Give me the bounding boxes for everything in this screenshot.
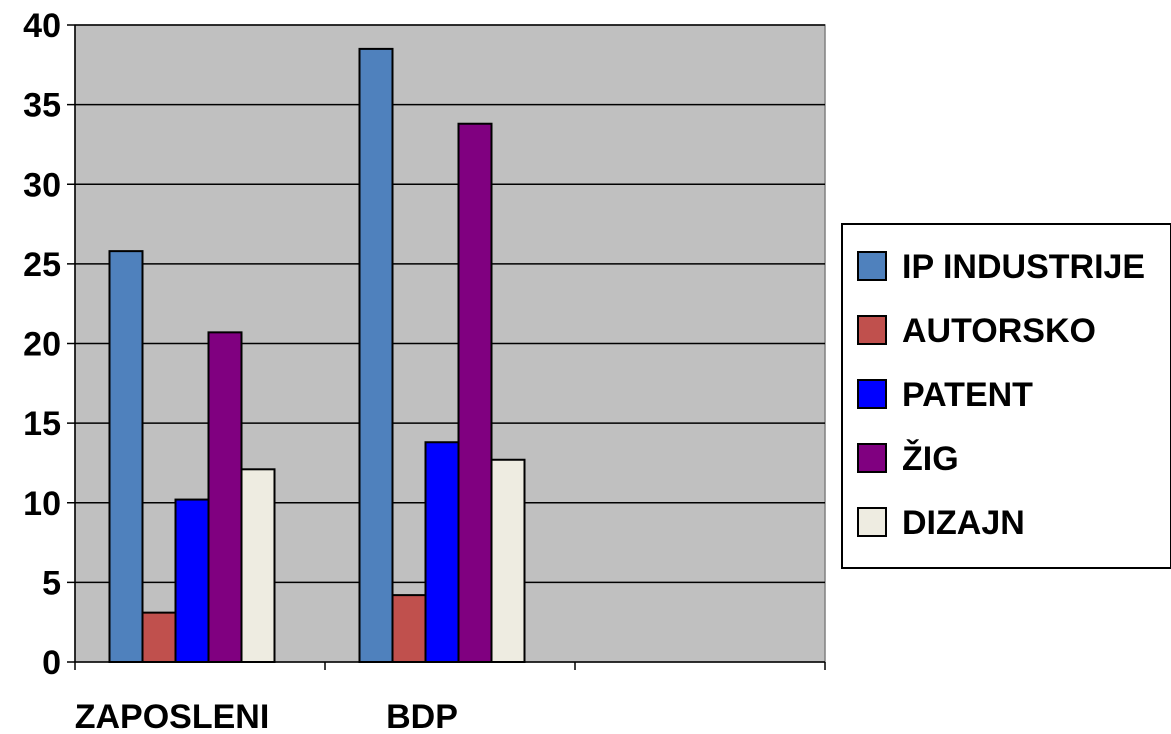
bar-bdp-patent <box>424 441 460 663</box>
legend-swatch-patent <box>857 379 887 409</box>
x-tick-label-zaposleni: ZAPOSLENI <box>75 698 270 734</box>
bar-zaposleni-autorsko <box>141 611 177 664</box>
bar-bdp-dizajn <box>490 458 526 663</box>
x-tick-label-bdp: BDP <box>386 698 458 734</box>
bar-bdp-ip-industrije <box>358 47 394 663</box>
legend-label-ip-industrije: IP INDUSTRIJE <box>902 248 1145 286</box>
y-tick-label-35: 35 <box>23 87 61 125</box>
bar-bdp-autorsko <box>391 594 427 663</box>
legend-swatch-autorsko <box>857 315 887 345</box>
legend-label-dizajn: DIZAJN <box>902 504 1025 542</box>
y-tick-label-30: 30 <box>23 166 61 204</box>
legend-swatch-dizajn <box>857 507 887 537</box>
bar-bdp-zig <box>457 122 493 664</box>
y-tick-label-15: 15 <box>23 405 61 443</box>
legend-swatch-zig <box>857 443 887 473</box>
legend-label-zig: ŽIG <box>902 440 959 478</box>
bar-zaposleni-ip-industrije <box>108 250 144 663</box>
legend-label-patent: PATENT <box>902 376 1033 414</box>
y-tick-label-40: 40 <box>23 7 61 45</box>
legend-box <box>841 223 1171 569</box>
bar-zaposleni-patent <box>174 498 210 663</box>
y-tick-labels: 0 5 10 15 20 25 30 35 40 <box>23 7 61 682</box>
y-tick-label-5: 5 <box>42 564 61 602</box>
y-tick-label-0: 0 <box>42 644 61 682</box>
bar-zaposleni-zig <box>207 331 243 663</box>
bars <box>108 47 526 664</box>
legend: IP INDUSTRIJE AUTORSKO PATENT ŽIG DIZAJN <box>841 223 1171 569</box>
legend-label-autorsko: AUTORSKO <box>902 312 1096 350</box>
x-tick-labels: ZAPOSLENI BDP <box>75 698 458 734</box>
y-tick-label-20: 20 <box>23 326 61 364</box>
bar-zaposleni-dizajn <box>240 468 276 663</box>
axes <box>67 24 826 670</box>
legend-swatch-ip-industrije <box>857 251 887 281</box>
y-tick-label-25: 25 <box>23 246 61 284</box>
y-tick-label-10: 10 <box>23 485 61 523</box>
